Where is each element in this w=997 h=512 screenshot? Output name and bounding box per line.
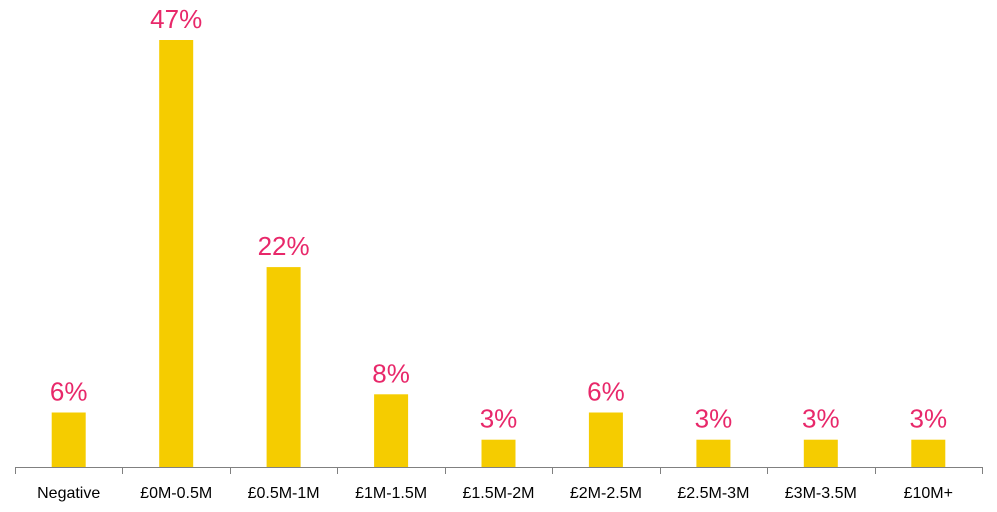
- bar-4: [481, 439, 516, 467]
- x-axis: [15, 467, 983, 474]
- x-tick-label-1: £0M-0.5M: [140, 485, 212, 502]
- bar-0: [51, 412, 86, 467]
- x-tick-label-8: £10M+: [904, 485, 953, 502]
- data-label-2: 22%: [258, 231, 310, 261]
- data-label-4: 3%: [480, 404, 518, 434]
- data-label-0: 6%: [50, 377, 88, 407]
- bar-5: [588, 412, 623, 467]
- x-tick-label-2: £0.5M-1M: [248, 485, 320, 502]
- bars-group: [51, 40, 946, 467]
- data-label-7: 3%: [802, 404, 840, 434]
- bar-1: [159, 40, 194, 467]
- x-tick-labels-group: Negative £0M-0.5M £0.5M-1M £1M-1.5M £1.5M-2M…: [37, 485, 953, 502]
- x-tick-label-7: £3M-3.5M: [785, 485, 857, 502]
- data-label-8: 3%: [910, 404, 948, 434]
- bar-3: [374, 394, 409, 467]
- x-tick-label-6: £2.5M-3M: [677, 485, 749, 502]
- data-labels-group: 6% 47% 22% 8% 3% 6% 3% 3% 3%: [50, 4, 947, 434]
- data-label-5: 6%: [587, 377, 625, 407]
- data-label-3: 8%: [372, 358, 410, 388]
- data-label-6: 3%: [695, 404, 733, 434]
- x-tick-label-0: Negative: [37, 485, 100, 502]
- data-label-1: 47%: [150, 4, 202, 34]
- bar-2: [266, 267, 301, 467]
- bar-8: [911, 439, 946, 467]
- bar-7: [803, 439, 838, 467]
- x-tick-label-5: £2M-2.5M: [570, 485, 642, 502]
- x-tick-label-4: £1.5M-2M: [462, 485, 534, 502]
- x-tick-label-3: £1M-1.5M: [355, 485, 427, 502]
- bar-6: [696, 439, 731, 467]
